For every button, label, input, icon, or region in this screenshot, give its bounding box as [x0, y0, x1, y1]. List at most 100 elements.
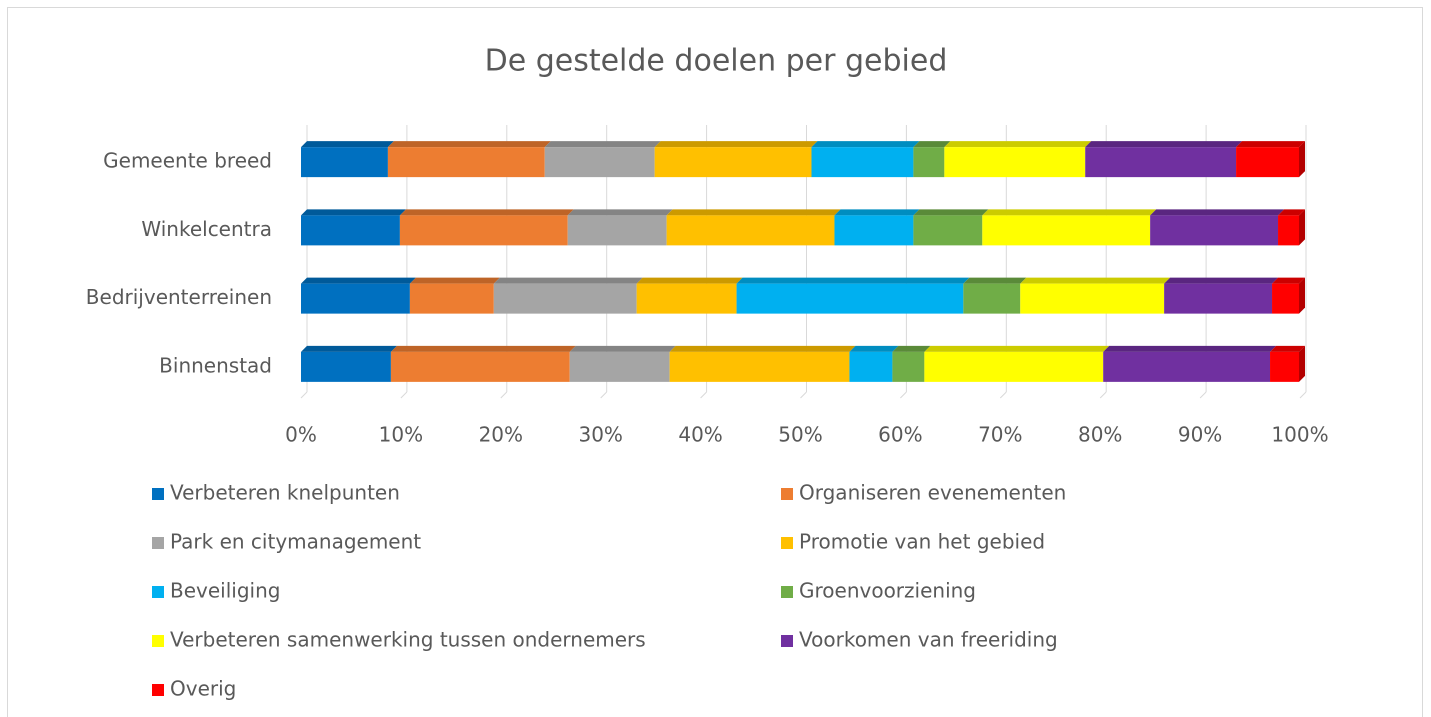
y-tick-label: Winkelcentra: [141, 217, 272, 241]
legend-label: Verbeteren samenwerking tussen onderneme…: [170, 628, 646, 652]
bar: [390, 351, 570, 382]
bar: [1278, 215, 1300, 246]
bar-top: [1236, 141, 1306, 148]
bar: [387, 147, 545, 178]
legend-label: Park en citymanagement: [170, 530, 421, 554]
x-tick-label: 90%: [1178, 423, 1222, 447]
bar-top: [736, 277, 970, 284]
x-tick-label: 20%: [479, 423, 523, 447]
bar-top: [387, 141, 551, 148]
x-tick-label: 0%: [285, 423, 317, 447]
bar-top: [567, 209, 673, 216]
legend-swatch: [152, 488, 164, 500]
x-tick-label: 80%: [1078, 423, 1122, 447]
x-tick-label: 70%: [978, 423, 1022, 447]
bar: [944, 147, 1086, 178]
x-tick-label: 100%: [1271, 423, 1328, 447]
bar: [301, 351, 391, 382]
chart-frame: [7, 7, 1423, 717]
chart-title: De gestelde doelen per gebied: [485, 44, 948, 79]
bar: [666, 215, 835, 246]
bar: [849, 351, 893, 382]
bar-top: [1270, 345, 1306, 352]
grid-floor: [500, 391, 508, 399]
grid-floor: [999, 391, 1007, 399]
bar: [544, 147, 655, 178]
bar-top: [811, 141, 920, 148]
grid-floor: [300, 391, 308, 399]
bar: [913, 215, 983, 246]
bar-top: [834, 209, 920, 216]
grid-floor: [600, 391, 608, 399]
x-tick-label: 40%: [678, 423, 722, 447]
y-tick-label: Binnenstad: [159, 353, 272, 377]
bar: [892, 351, 925, 382]
bar: [669, 351, 850, 382]
bar: [963, 283, 1021, 314]
bar-top: [1085, 141, 1243, 148]
bar: [834, 215, 914, 246]
legend-label: Verbeteren knelpunten: [170, 481, 400, 505]
x-tick-label: 60%: [878, 423, 922, 447]
bar-top: [399, 209, 574, 216]
grid-floor: [700, 391, 707, 399]
grid-floor: [1299, 391, 1307, 399]
bar-top: [301, 277, 416, 284]
bar-top: [666, 209, 841, 216]
bar-top: [982, 209, 1157, 216]
bar-top: [1020, 277, 1171, 284]
bar: [1085, 147, 1237, 178]
bar-side: [1299, 345, 1306, 382]
legend-swatch: [781, 488, 793, 500]
grid-floor: [900, 391, 907, 399]
legend-swatch: [152, 684, 164, 696]
legend-swatch: [781, 537, 793, 549]
bar: [913, 147, 945, 178]
bar: [811, 147, 914, 178]
legend-swatch: [781, 586, 793, 598]
bar-top: [892, 345, 931, 352]
grid-floor: [400, 391, 408, 399]
bar-top: [849, 345, 899, 352]
bar-top: [636, 277, 743, 284]
bar-top: [544, 141, 661, 148]
bar-side: [1299, 141, 1306, 178]
legend-label: Promotie van het gebied: [799, 530, 1045, 554]
bar-top: [963, 277, 1027, 284]
x-tick-label: 30%: [578, 423, 622, 447]
legend-label: Organiseren evenementen: [799, 481, 1066, 505]
y-tick-label: Bedrijventerreinen: [86, 285, 272, 309]
legend-label: Overig: [170, 677, 236, 701]
y-tick-label: Gemeente breed: [103, 149, 272, 173]
bar-top: [409, 277, 500, 284]
bar-top: [301, 209, 406, 216]
bar: [982, 215, 1151, 246]
bar: [1150, 215, 1279, 246]
bar: [301, 283, 410, 314]
legend-label: Voorkomen van freeriding: [799, 628, 1058, 652]
bar: [1020, 283, 1165, 314]
bar: [409, 283, 494, 314]
bar-top: [669, 345, 856, 352]
bar: [1270, 351, 1300, 382]
bar-side: [1299, 277, 1306, 314]
bar-top: [569, 345, 676, 352]
bar-top: [924, 345, 1110, 352]
grid-floor: [1199, 391, 1207, 399]
bar: [736, 283, 964, 314]
legend-swatch: [152, 635, 164, 647]
legend-swatch: [781, 635, 793, 647]
bar: [1103, 351, 1271, 382]
bar-top: [654, 141, 818, 148]
bar-top: [1272, 277, 1306, 284]
bar: [493, 283, 637, 314]
bar-top: [1164, 277, 1279, 284]
bar-side: [1299, 209, 1306, 246]
bar-top: [301, 141, 394, 148]
bar: [567, 215, 667, 246]
bar: [654, 147, 812, 178]
legend-swatch: [152, 586, 164, 598]
bar: [301, 147, 388, 178]
bar: [569, 351, 670, 382]
